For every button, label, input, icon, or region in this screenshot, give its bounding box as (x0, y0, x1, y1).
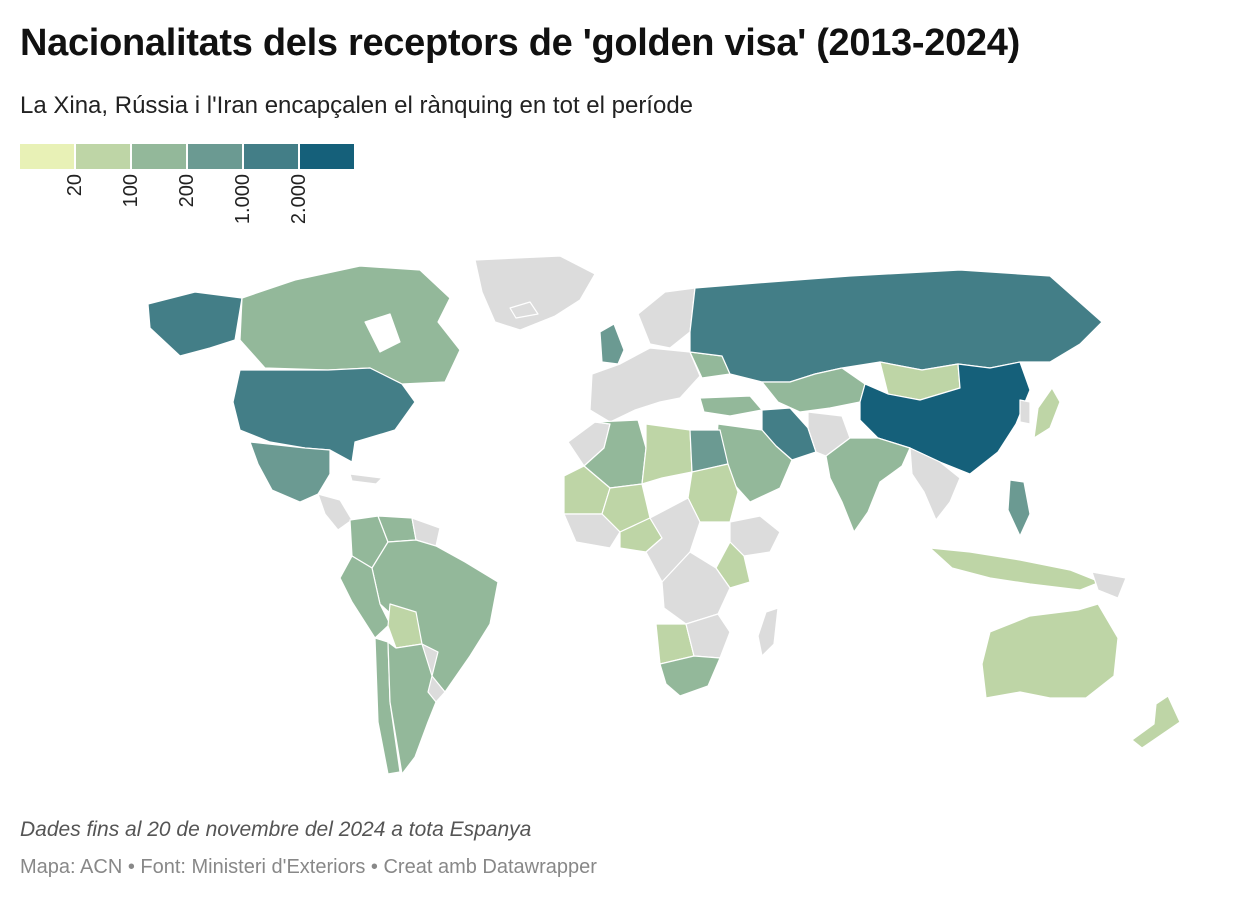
country-us (232, 367, 416, 463)
country-greenland (474, 255, 596, 331)
country-iceland (509, 301, 539, 319)
country-southern-africa (685, 613, 731, 659)
country-kenya (715, 541, 751, 589)
legend-tick: 200 (176, 174, 198, 244)
legend-tick-label: 2.000 (288, 174, 310, 225)
legend-swatch-4 (188, 144, 242, 169)
country-new-zealand (1131, 695, 1181, 749)
country-argentina (387, 641, 441, 775)
country-west-africa (563, 513, 621, 549)
country-madagascar (757, 607, 779, 657)
country-southeast-asia (909, 447, 961, 521)
country-philippines (1007, 479, 1031, 537)
legend-swatch-3 (132, 144, 186, 169)
legend-tick: 2.000 (288, 174, 310, 244)
legend-tick-label: 20 (64, 174, 86, 197)
country-japan (1033, 387, 1061, 439)
legend-tick-label: 1.000 (232, 174, 254, 225)
country-united-kingdom (599, 323, 625, 365)
country-congo (661, 551, 731, 625)
country-uruguay (427, 675, 446, 703)
country-mexico (249, 441, 331, 503)
country-south-africa (659, 655, 721, 697)
chart-title: Nacionalitats dels receptors de 'golden … (20, 22, 1020, 64)
legend-swatch-1 (20, 144, 74, 169)
country-australia (981, 603, 1119, 699)
legend-tick: 20 (64, 174, 86, 244)
country-cuba (349, 473, 383, 485)
country-china (859, 361, 1031, 475)
legend-tick: 1.000 (232, 174, 254, 244)
country-scandinavia (637, 287, 696, 349)
country-turkey (699, 395, 763, 417)
chart-credits: Mapa: ACN • Font: Ministeri d'Exteriors … (20, 856, 597, 878)
legend-swatch-6 (300, 144, 354, 169)
country-canada (239, 265, 461, 385)
legend-tick-label: 100 (120, 174, 142, 208)
country-central-america (317, 493, 353, 531)
country-libya (641, 423, 693, 485)
color-legend: 20 100 200 1.000 2.000 (20, 144, 360, 244)
chart-notes: Dades fins al 20 de novembre del 2024 a … (20, 818, 532, 841)
country-indonesia (929, 547, 1101, 591)
country-india (825, 437, 911, 533)
country-korea (1019, 399, 1031, 425)
legend-tick-label: 200 (176, 174, 198, 208)
legend-swatch-2 (76, 144, 130, 169)
country-papua-new-guinea (1091, 571, 1127, 599)
country-western-europe (589, 347, 701, 423)
country-us-alaska (147, 291, 243, 357)
chart-subtitle: La Xina, Rússia i l'Iran encapçalen el r… (20, 92, 694, 119)
country-brazil (371, 539, 499, 693)
legend-swatch-5 (244, 144, 298, 169)
legend-tick: 100 (120, 174, 142, 244)
world-map (147, 255, 1181, 775)
country-peru (339, 555, 391, 639)
